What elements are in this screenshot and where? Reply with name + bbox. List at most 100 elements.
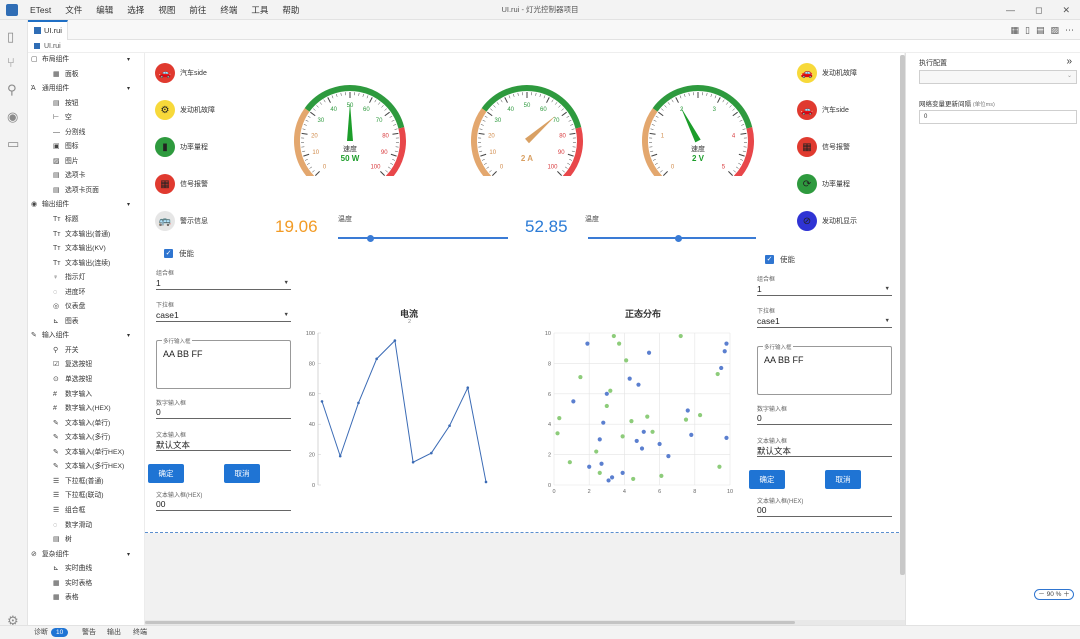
menu-item[interactable]: 视图 [158,5,176,15]
cancel-button[interactable]: 取消 [224,464,260,483]
horizontal-scrollbar[interactable] [145,620,905,625]
tree-item[interactable]: ✎ 文本输入(多行) [28,431,144,446]
doc-icon[interactable]: ▯ [1025,25,1030,35]
tree-item[interactable]: ☰ 下拉框(普通) [28,475,144,490]
minimize-button[interactable]: — [1005,5,1015,15]
number-input[interactable]: 0 [757,413,892,425]
tree-item[interactable]: ☰ 下拉框(联动) [28,489,144,504]
close-button[interactable]: ✕ [1062,5,1070,15]
tree-item[interactable]: ♀ 指示灯 [28,271,144,286]
scroll-thumb[interactable] [145,621,795,624]
tree-item[interactable]: ☰ 组合框 [28,504,144,519]
menu-item[interactable]: 帮助 [282,5,300,15]
collapse-icon[interactable]: » [1066,56,1072,67]
tree-group[interactable]: ▢ 布局组件 ▾ [28,53,144,68]
menu-item[interactable]: 前往 [189,5,207,15]
tree-item[interactable]: ◌ 数字滑动 [28,519,144,534]
tree-item[interactable]: ▦ 表格 [28,591,144,606]
tree-item[interactable]: ▤ 选项卡 [28,169,144,184]
status-diag[interactable]: 诊断 10 [34,626,69,639]
tree-item[interactable]: ✎ 文本输入(单行HEX) [28,446,144,461]
more-icon[interactable]: ⋯ [1065,25,1074,35]
menu-item[interactable]: 选择 [127,5,145,15]
multiline-input[interactable]: 多行输入框 AA BB FF [757,343,892,395]
menu-item[interactable]: 编辑 [96,5,114,15]
chevron-down-icon[interactable]: ▾ [126,57,130,63]
tree-item[interactable]: — 分割线 [28,126,144,141]
tree-item[interactable]: Tт 标题 [28,213,144,228]
vertical-scrollbar[interactable] [900,55,905,575]
breadcrumb[interactable]: UI.rui [28,40,1080,53]
tree-item[interactable]: Tт 文本输出(普通) [28,228,144,243]
dropdown[interactable]: case1 ▼ [757,316,892,328]
chevron-down-icon[interactable]: ▾ [126,86,130,93]
devices-icon[interactable]: ▭ [7,136,20,151]
gear-icon[interactable]: ⚙ [7,613,19,628]
enable-checkbox[interactable]: ✓ 使能 [765,254,795,265]
tree-item[interactable]: ⊾ 图表 [28,315,144,330]
tree-item[interactable]: ▤ 按钮 [28,97,144,112]
tree-item[interactable]: ▦ 面板 [28,68,144,83]
tree-item[interactable]: ◌ 进度环 [28,286,144,301]
status-warn[interactable]: 警告 [82,629,96,636]
hex-input[interactable]: 00 [757,505,892,517]
multiline-input[interactable]: 多行输入框 AA BB FF [156,337,291,389]
tree-group[interactable]: ⊘ 复杂组件 ▾ [28,548,144,563]
tree-item[interactable]: ▤ 树 [28,533,144,548]
eye-icon[interactable]: ◉ [7,109,19,124]
slider-1-thumb[interactable] [367,234,375,242]
slider-2[interactable] [588,234,756,242]
text-input[interactable]: 默认文本 [156,439,291,451]
chevron-down-icon[interactable]: ▾ [126,333,130,340]
maximize-button[interactable]: ◻ [1034,5,1043,15]
ok-button[interactable]: 确定 [148,464,184,483]
cancel-button[interactable]: 取消 [825,470,861,489]
tree-group[interactable]: Ά 通用组件 ▾ [28,82,144,97]
files-icon[interactable]: ▯ [7,29,15,44]
tree-item[interactable]: # 数字输入 [28,388,144,403]
slider-1[interactable] [338,234,508,242]
tree-item[interactable]: ▣ 图标 [28,140,144,155]
slider-2-thumb[interactable] [675,234,683,242]
save-icon[interactable]: ▤ [1035,25,1045,35]
menu-item[interactable]: 终端 [220,5,238,15]
tree-item[interactable]: ⚲ 开关 [28,344,144,359]
text-input[interactable]: 默认文本 [757,445,892,457]
status-output[interactable]: 输出 [107,629,121,636]
zoom-control[interactable]: － 90 % ＋ [1034,589,1074,600]
tree-group[interactable]: ◉ 输出组件 ▾ [28,198,144,213]
tree-item[interactable]: ▤ 选项卡页面 [28,184,144,199]
ok-button[interactable]: 确定 [749,470,785,489]
tab-ui-rui[interactable]: UI.rui [28,20,68,40]
tree-item[interactable]: ☑ 复选按钮 [28,358,144,373]
combo-box[interactable]: 1 ▼ [757,284,892,296]
search-icon[interactable]: ⚲ [7,82,17,97]
tree-item[interactable]: Tт 文本输出(KV) [28,242,144,257]
tree-item[interactable]: ✎ 文本输入(单行) [28,417,144,432]
combo-box[interactable]: 1 ▼ [156,278,291,290]
chevron-down-icon[interactable]: ▾ [126,202,130,209]
tree-item[interactable]: ◎ 仪表盘 [28,300,144,315]
branch-icon[interactable]: ⑂ [7,55,15,70]
tree-item[interactable]: ⊢ 空 [28,111,144,126]
menu-item[interactable]: 文件 [65,5,83,15]
tree-group[interactable]: ✎ 输入组件 ▾ [28,329,144,344]
chevron-down-icon[interactable]: ▾ [126,551,130,558]
tree-item[interactable]: # 数字输入(HEX) [28,402,144,417]
enable-checkbox[interactable]: ✓ 使能 [164,248,194,259]
dropdown[interactable]: case1 ▼ [156,310,291,322]
config-select[interactable]: ⌄ [919,70,1077,84]
interval-input[interactable]: 0 [919,110,1077,124]
tree-item[interactable]: ✎ 文本输入(多行HEX) [28,460,144,475]
menu-item[interactable]: 工具 [251,5,269,15]
tree-item[interactable]: ⊾ 实时曲线 [28,562,144,577]
tree-item[interactable]: ▨ 图片 [28,155,144,170]
tree-item[interactable]: Tт 文本输出(连续) [28,257,144,272]
tree-item[interactable]: ▦ 实时表格 [28,577,144,592]
image-icon[interactable]: ▨ [1050,25,1059,35]
hex-input[interactable]: 00 [156,499,291,511]
status-terminal[interactable]: 终端 [133,629,147,636]
number-input[interactable]: 0 [156,407,291,419]
grid-icon[interactable]: ▦ [1010,25,1020,35]
tree-item[interactable]: ⊙ 单选按钮 [28,373,144,388]
